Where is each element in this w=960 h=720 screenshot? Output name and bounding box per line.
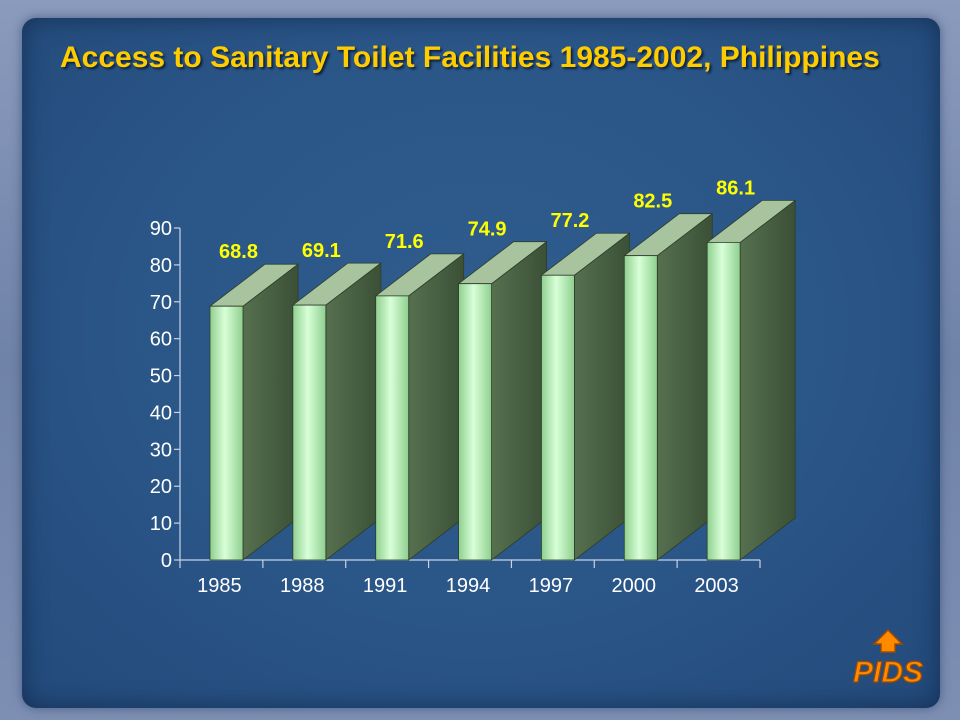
bar-front-face [458,283,492,561]
bar-side-face [739,199,796,561]
data-label: 77.2 [550,210,589,232]
bar-side-face [491,240,547,561]
bar-side-face [408,253,465,561]
x-tick-label: 1988 [280,575,325,597]
bar-side-face [574,232,630,561]
bar [623,212,714,561]
y-tick-label: 30 [150,439,172,461]
bar [540,232,631,561]
bar-layer [208,199,797,561]
logo-text: PIDS [853,656,923,688]
y-tick-label: 60 [150,329,172,351]
bar-front-face [209,305,244,561]
pids-logo: PIDS [852,628,924,688]
bar-side-face [325,262,382,561]
data-label: 69.1 [302,240,341,262]
bar-side-face [656,212,713,561]
x-tick-label: 1985 [197,575,242,597]
bar [374,253,465,561]
label-layer: 68.8 69.1 71.6 74.9 77.2 82.5 86.1 [219,177,755,263]
data-label: 74.9 [468,219,507,241]
data-label: 82.5 [633,191,672,213]
y-tick-label: 0 [161,550,172,572]
y-tick-label: 90 [150,218,172,240]
y-tick-label: 20 [150,476,172,498]
x-tick-label: 1991 [363,575,408,597]
x-tick-label: 2000 [611,575,656,597]
chart-title: Access to Sanitary Toilet Facilities 198… [60,41,880,74]
axis-layer: 0 10 20 30 40 50 60 70 80 90 1985 1988 1991 1994 1997 2… [150,218,761,597]
bar-front-face [541,274,575,561]
bar-front-face [623,255,658,561]
bar-side-face [242,263,299,561]
x-tick-label: 2003 [694,575,739,597]
y-tick-label: 10 [150,513,172,535]
y-tick-label: 70 [150,292,172,314]
pids-logo-arrow-icon [872,628,904,653]
bar-front-face [292,304,327,561]
x-tick-label: 1997 [529,575,574,597]
data-label: 86.1 [716,177,755,199]
y-tick-label: 80 [150,255,172,277]
x-tick-label: 1994 [446,575,491,597]
bar [208,263,300,561]
bar [457,240,548,561]
data-label: 71.6 [385,231,424,253]
bar-front-face [706,241,741,561]
bar-front-face [375,295,410,561]
data-label: 68.8 [219,241,258,263]
y-tick-label: 50 [150,366,172,388]
y-tick-label: 40 [150,402,172,424]
bar [291,262,383,561]
bar [705,199,797,561]
